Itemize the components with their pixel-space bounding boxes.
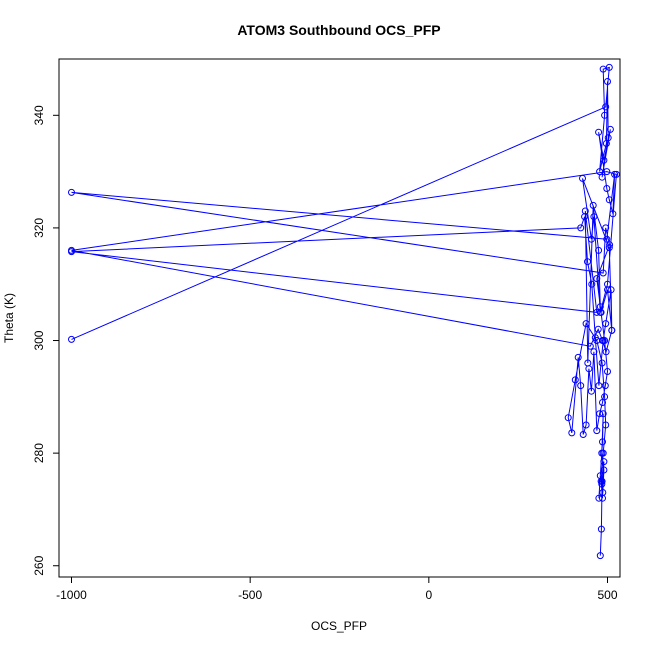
data-point: [579, 431, 587, 438]
y-tick-label: 340: [32, 105, 46, 125]
data-point: [599, 269, 607, 277]
data-point: [582, 421, 590, 429]
x-tick-label: 0: [425, 588, 432, 602]
data-point: [601, 393, 609, 401]
data-point: [600, 458, 608, 466]
data-point: [590, 213, 598, 221]
data-point: [577, 382, 585, 390]
data-point: [606, 241, 614, 249]
data-point: [598, 480, 606, 488]
data-point: [605, 196, 613, 204]
data-point: [577, 224, 585, 232]
data-point: [604, 134, 612, 142]
data-point: [599, 65, 607, 73]
data-point: [606, 125, 614, 133]
data-point: [601, 382, 609, 390]
data-point: [597, 525, 605, 533]
y-tick-label: 320: [32, 218, 46, 238]
y-tick-label: 280: [32, 443, 46, 463]
data-point: [607, 286, 615, 294]
data-point: [608, 326, 616, 334]
data-point: [604, 368, 611, 375]
data-point: [596, 410, 604, 418]
data-point: [602, 224, 610, 232]
data-point: [605, 63, 613, 71]
data-point: [602, 320, 610, 328]
series-line: [71, 66, 617, 556]
data-point: [564, 414, 572, 422]
y-tick-label: 300: [32, 330, 46, 350]
data-point: [603, 235, 611, 243]
data-point: [596, 168, 604, 176]
data-point: [587, 235, 595, 243]
data-point: [600, 156, 608, 164]
y-axis-label: Theta (K): [2, 293, 16, 343]
data-point: [590, 348, 598, 356]
data-point: [593, 337, 601, 344]
data-point: [603, 185, 611, 192]
data-point: [571, 376, 579, 384]
x-tick-label: -1000: [56, 588, 87, 602]
x-tick-label: 500: [597, 588, 617, 602]
data-point: [603, 168, 611, 176]
data-point: [581, 207, 589, 215]
data-point: [598, 173, 606, 181]
data-point: [598, 477, 606, 485]
data-point: [604, 78, 611, 85]
data-point: [595, 128, 603, 136]
data-point: [596, 303, 604, 311]
data-point: [609, 210, 617, 218]
data-point: [593, 275, 601, 283]
data-point: [602, 421, 610, 429]
data-point: [602, 348, 610, 356]
data-point: [568, 429, 576, 437]
data-point: [68, 335, 75, 343]
data-point: [574, 353, 582, 361]
chart-title: ATOM3 Southbound OCS_PFP: [237, 22, 440, 38]
data-point: [589, 201, 597, 209]
data-point: [602, 103, 610, 111]
axes: -1000 -500 0 500 260 280 300 320 340: [32, 105, 618, 602]
plot-frame: [58, 58, 621, 578]
data-point: [604, 280, 611, 288]
data-point: [612, 170, 620, 178]
data-point: [588, 280, 596, 288]
data-point: [601, 111, 609, 119]
plot-area: [68, 63, 620, 560]
data-point: [587, 387, 595, 395]
data-point: [599, 489, 607, 496]
data-point: [586, 342, 594, 350]
data-point: [585, 365, 593, 373]
data-point: [593, 427, 601, 435]
data-point: [595, 494, 603, 502]
data-point: [601, 337, 609, 344]
data-point: [598, 449, 606, 457]
data-point: [584, 258, 591, 266]
data-point: [598, 359, 606, 367]
data-point: [593, 308, 601, 316]
data-point: [605, 244, 613, 252]
data-point: [599, 438, 606, 446]
data-point: [579, 174, 586, 182]
data-point: [68, 248, 75, 256]
data-point: [595, 246, 603, 254]
data-point: [599, 410, 607, 418]
data-point: [594, 325, 602, 333]
data-point: [596, 552, 604, 560]
x-tick-label: -500: [238, 588, 262, 602]
y-tick-label: 260: [32, 555, 46, 575]
data-point: [600, 466, 608, 474]
x-axis-label: OCS_PFP: [311, 619, 367, 633]
data-point: [582, 320, 590, 328]
data-point: [68, 188, 75, 196]
